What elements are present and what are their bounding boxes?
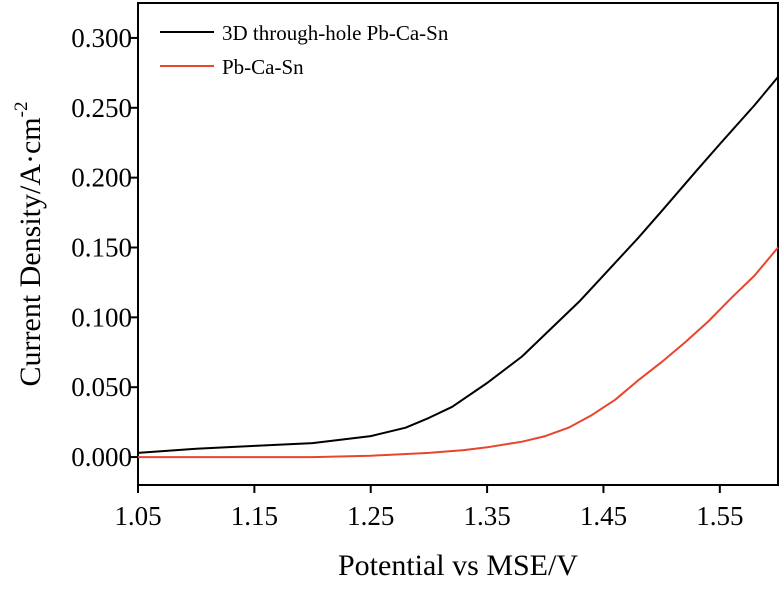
y-axis: 0.000 0.050 0.100 0.150 0.200 0.250 0.300 (71, 23, 138, 472)
y-tick-label: 0.250 (71, 93, 132, 123)
x-tick-label: 1.15 (231, 501, 278, 531)
y-tick-label: 0.150 (71, 232, 132, 262)
series-line-3d-through-hole (137, 76, 779, 454)
legend-label-pb-ca-sn: Pb-Ca-Sn (222, 55, 304, 79)
y-tick-label: 0.200 (71, 163, 132, 193)
y-tick-label: 0.050 (71, 372, 132, 402)
x-tick-label: 1.25 (347, 501, 394, 531)
x-tick-label: 1.55 (696, 501, 743, 531)
x-tick-label: 1.45 (580, 501, 627, 531)
series-line-pb-ca-sn (138, 246, 779, 459)
x-tick-label: 1.35 (463, 501, 510, 531)
plot-frame (137, 2, 779, 486)
x-axis: 1.05 1.15 1.25 1.35 1.45 1.55 (114, 485, 743, 531)
y-tick-label: 0.000 (71, 442, 132, 472)
y-tick-label: 0.100 (71, 302, 132, 332)
y-axis-title: Current Density/A·cm-2 (11, 102, 47, 387)
x-tick-label: 1.05 (114, 501, 161, 531)
y-tick-label: 0.300 (71, 23, 132, 53)
y-axis-title-exponent: -2 (11, 102, 32, 118)
legend-label-3d-through-hole: 3D through-hole Pb-Ca-Sn (222, 21, 449, 45)
x-axis-title: Potential vs MSE/V (338, 549, 578, 582)
series-layer (137, 76, 779, 459)
y-axis-title-main: Current Density/A·cm (14, 117, 47, 386)
legend: 3D through-hole Pb-Ca-Sn Pb-Ca-Sn (160, 21, 449, 79)
